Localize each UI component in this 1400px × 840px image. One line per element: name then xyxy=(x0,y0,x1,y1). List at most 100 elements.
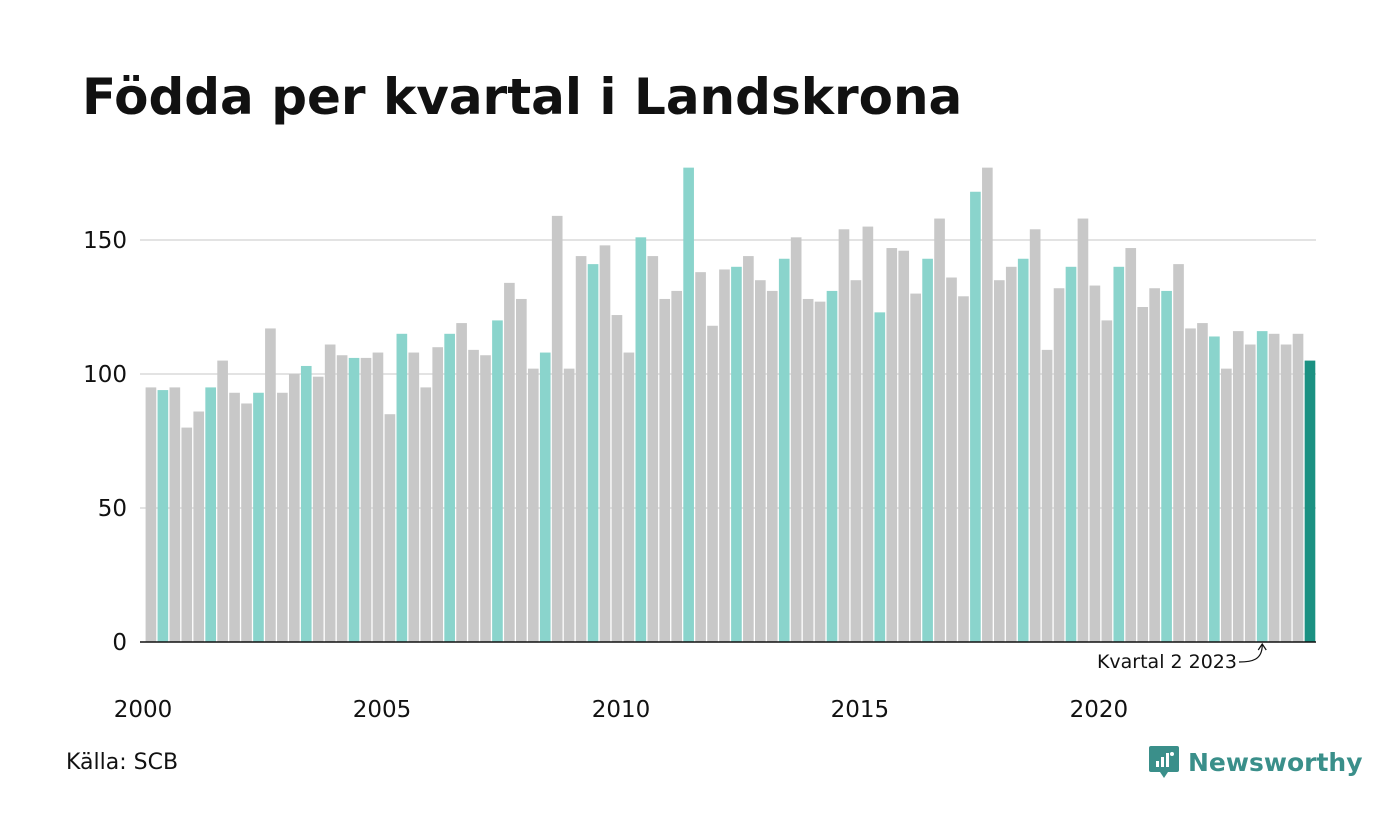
bar-2013-Q3 xyxy=(790,237,802,642)
bar-2022-Q1 xyxy=(1197,323,1208,642)
bar-2001-Q4 xyxy=(229,392,240,642)
bar-2021-Q2 xyxy=(1161,290,1172,642)
annotation: Kvartal 2 2023 xyxy=(1097,642,1267,673)
bar-2022-Q4 xyxy=(1232,331,1244,642)
y-axis-ticks: 0 50 100 150 xyxy=(83,228,127,656)
bar-2010-Q1 xyxy=(623,352,635,642)
chart-title: Födda per kvartal i Landskrona xyxy=(82,68,963,126)
bar-2012-Q2 xyxy=(731,266,742,642)
bar-2014-Q4 xyxy=(850,280,862,642)
bar-2004-Q2 xyxy=(348,357,360,642)
bar-2001-Q3 xyxy=(217,360,228,642)
bar-2007-Q4 xyxy=(516,298,527,642)
bar-2008-Q2 xyxy=(539,352,551,642)
source-note: Källa: SCB xyxy=(66,750,179,775)
bar-2005-Q1 xyxy=(384,414,396,642)
bar-2017-Q1 xyxy=(958,296,969,642)
bar-2014-Q1 xyxy=(814,301,826,642)
bar-2009-Q1 xyxy=(575,256,587,642)
bar-2010-Q4 xyxy=(659,298,671,642)
bar-2002-Q3 xyxy=(265,328,276,642)
x-tick-label: 2020 xyxy=(1070,697,1129,723)
bar-2017-Q2 xyxy=(970,191,981,642)
bar-2010-Q3 xyxy=(647,256,659,642)
y-tick-label: 0 xyxy=(112,630,127,656)
bar-2015-Q1 xyxy=(862,226,874,642)
bar-2018-Q4 xyxy=(1041,349,1053,642)
brand-name: Newsworthy xyxy=(1188,747,1363,777)
bar-2023-Q1 xyxy=(1244,344,1256,642)
bar-2010-Q2 xyxy=(635,237,647,642)
bar-2020-Q4 xyxy=(1137,307,1149,642)
bar-2024-Q2 xyxy=(1304,360,1316,642)
bar-2015-Q4 xyxy=(898,250,910,642)
annotation-arrow xyxy=(1238,642,1267,663)
bar-2020-Q1 xyxy=(1101,320,1113,642)
bar-2014-Q3 xyxy=(838,229,850,642)
bar-2000-Q4 xyxy=(181,427,193,642)
bar-2023-Q4 xyxy=(1280,344,1292,642)
bar-2011-Q4 xyxy=(707,325,718,642)
x-tick-label: 2015 xyxy=(831,697,890,723)
bar-2021-Q3 xyxy=(1173,264,1184,642)
bar-2016-Q3 xyxy=(934,218,945,642)
bar-2022-Q2 xyxy=(1209,336,1220,642)
bar-2007-Q1 xyxy=(480,355,491,642)
bar-2011-Q2 xyxy=(683,167,694,642)
bar-2018-Q3 xyxy=(1029,229,1041,642)
bar-2000-Q1 xyxy=(145,387,157,642)
x-tick-label: 2010 xyxy=(592,697,651,723)
bar-2017-Q4 xyxy=(993,280,1005,642)
bar-2006-Q2 xyxy=(444,333,455,642)
bar-2017-Q3 xyxy=(982,167,993,642)
bar-2012-Q1 xyxy=(719,269,730,642)
bar-2001-Q1 xyxy=(193,411,205,642)
bar-2002-Q4 xyxy=(277,392,288,642)
bar-2018-Q2 xyxy=(1017,258,1029,642)
bar-2005-Q2 xyxy=(396,333,408,642)
bar-2015-Q3 xyxy=(886,248,898,643)
bar-2013-Q4 xyxy=(802,298,814,642)
bar-2007-Q3 xyxy=(504,282,515,642)
bar-2014-Q2 xyxy=(826,290,838,642)
y-tick-label: 50 xyxy=(98,496,127,522)
bar-2001-Q2 xyxy=(205,387,216,642)
bar-2013-Q1 xyxy=(766,290,778,642)
bar-2015-Q2 xyxy=(874,312,886,642)
annotation-label: Kvartal 2 2023 xyxy=(1097,651,1237,673)
bar-2008-Q3 xyxy=(551,215,563,642)
x-axis-ticks: 2000 2005 2010 2015 2020 xyxy=(114,697,1128,723)
bar-2020-Q2 xyxy=(1113,266,1125,642)
bar-2005-Q4 xyxy=(420,387,432,642)
bars xyxy=(145,167,1316,643)
bar-2023-Q2 xyxy=(1256,331,1268,642)
bar-2005-Q3 xyxy=(408,352,420,642)
bar-2016-Q1 xyxy=(910,293,921,642)
bar-2019-Q3 xyxy=(1077,218,1089,642)
bar-2023-Q3 xyxy=(1268,333,1280,642)
bar-2006-Q1 xyxy=(432,347,444,642)
x-tick-label: 2005 xyxy=(353,697,412,723)
bar-2003-Q1 xyxy=(288,374,300,642)
bar-2019-Q2 xyxy=(1065,266,1077,642)
x-tick-label: 2000 xyxy=(114,697,173,723)
bar-2003-Q3 xyxy=(312,376,324,642)
bar-2022-Q3 xyxy=(1221,368,1232,642)
bar-2012-Q3 xyxy=(743,256,754,642)
bar-2000-Q2 xyxy=(157,390,169,642)
bar-2016-Q4 xyxy=(946,277,957,642)
bar-2018-Q1 xyxy=(1005,266,1017,642)
bar-2009-Q3 xyxy=(599,245,611,643)
bar-2020-Q3 xyxy=(1125,248,1137,643)
brand-logo[interactable]: Newsworthy xyxy=(1148,744,1363,780)
bar-2024-Q1 xyxy=(1292,333,1304,642)
bar-2000-Q3 xyxy=(169,387,181,642)
bar-2002-Q2 xyxy=(253,392,264,642)
bar-2004-Q3 xyxy=(360,357,372,642)
bar-2019-Q1 xyxy=(1053,288,1065,642)
bar-2003-Q4 xyxy=(324,344,336,642)
bar-2004-Q4 xyxy=(372,352,384,642)
bar-2006-Q3 xyxy=(456,323,467,642)
bar-2008-Q4 xyxy=(563,368,575,642)
